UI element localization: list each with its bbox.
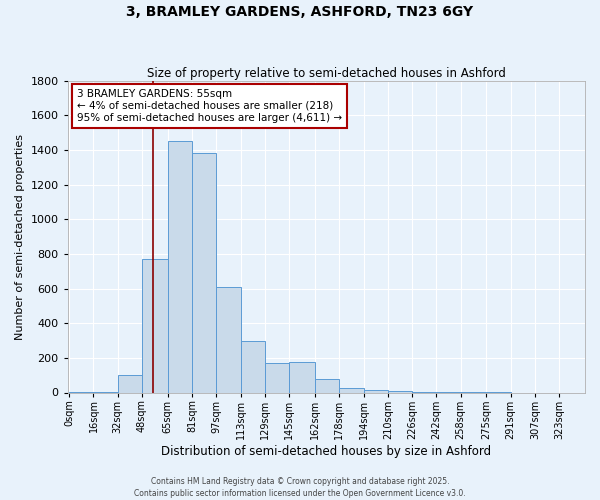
- Bar: [192, 154, 217, 392]
- Bar: [142, 259, 168, 392]
- Bar: [315, 378, 339, 392]
- Bar: [388, 391, 412, 392]
- Bar: [364, 390, 388, 392]
- Text: Contains HM Land Registry data © Crown copyright and database right 2025.
Contai: Contains HM Land Registry data © Crown c…: [134, 476, 466, 498]
- Bar: [217, 287, 241, 393]
- Bar: [289, 362, 315, 392]
- Bar: [339, 388, 364, 392]
- Bar: [168, 142, 192, 392]
- Bar: [265, 363, 289, 392]
- Y-axis label: Number of semi-detached properties: Number of semi-detached properties: [15, 134, 25, 340]
- Title: Size of property relative to semi-detached houses in Ashford: Size of property relative to semi-detach…: [147, 66, 506, 80]
- Bar: [241, 340, 265, 392]
- X-axis label: Distribution of semi-detached houses by size in Ashford: Distribution of semi-detached houses by …: [161, 444, 491, 458]
- Bar: [118, 375, 142, 392]
- Text: 3 BRAMLEY GARDENS: 55sqm
← 4% of semi-detached houses are smaller (218)
95% of s: 3 BRAMLEY GARDENS: 55sqm ← 4% of semi-de…: [77, 90, 342, 122]
- Text: 3, BRAMLEY GARDENS, ASHFORD, TN23 6GY: 3, BRAMLEY GARDENS, ASHFORD, TN23 6GY: [127, 5, 473, 19]
